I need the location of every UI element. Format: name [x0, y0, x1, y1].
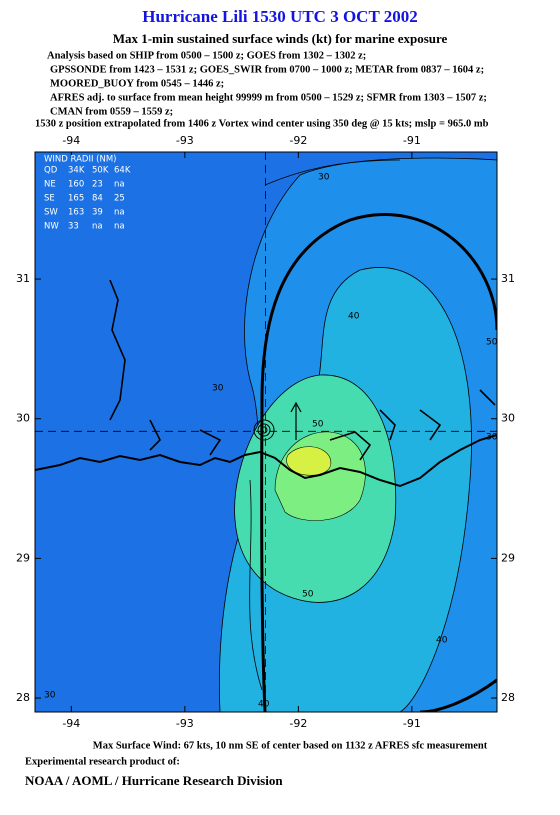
contour-label: 50	[312, 420, 324, 430]
analysis-line: CMAN from 0559 – 1559 z;	[50, 106, 173, 117]
lon-tick-label: -94	[62, 134, 80, 147]
center-circle	[260, 426, 268, 434]
analysis-line: GPSSONDE from 1423 – 1531 z; GOES_SWIR f…	[50, 64, 484, 75]
coastline	[35, 434, 497, 488]
wind-radii-cell: NW	[44, 222, 59, 232]
wind-radii-cell: na	[114, 208, 125, 218]
lat-tick-label: 28	[16, 691, 30, 704]
contour-label: 50	[486, 338, 498, 348]
analysis-line: Analysis based on SHIP from 0500 – 1500 …	[47, 50, 366, 61]
contour-label: 30	[212, 384, 224, 394]
lon-tick-label: -91	[403, 717, 421, 730]
map-field	[35, 152, 497, 712]
lat-tick-label: 29	[501, 551, 515, 564]
contour-labels: 30 30 40 50 30 50 40 40 30 50	[44, 173, 498, 710]
wind-radii-cell: SW	[44, 208, 58, 218]
wind-radii-cell: 84	[92, 194, 103, 204]
contour-label: 30	[44, 691, 56, 701]
organization: NOAA / AOML / Hurricane Research Divisio…	[25, 773, 283, 788]
coastline	[109, 279, 496, 461]
center-circle	[253, 419, 275, 441]
wind-radii-cell: na	[114, 180, 125, 190]
contour-label: 30	[486, 433, 498, 443]
lat-tick-label: 30	[501, 412, 515, 425]
wind-radii-cell: 39	[92, 208, 103, 218]
wind-radii-header: 50K	[92, 166, 109, 176]
product-line: Experimental research product of:	[25, 756, 180, 767]
wind-radii-cell: 163	[68, 208, 84, 218]
wind-radii-cell: 23	[92, 180, 103, 190]
wind-radii-cell: 165	[68, 194, 84, 204]
wind-radii-cell: 160	[68, 180, 84, 190]
lon-tick-label: -93	[176, 717, 194, 730]
wind-radii-cell: NE	[44, 180, 56, 190]
lat-tick-label: 28	[501, 691, 515, 704]
title: Hurricane Lili 1530 UTC 3 OCT 2002	[142, 7, 417, 26]
lon-tick-label: -93	[176, 134, 194, 147]
lon-tick-label: -92	[289, 717, 307, 730]
wind-radii-title: WIND RADII (NM)	[44, 155, 116, 165]
wind-radii-header: 64K	[114, 166, 131, 176]
wind-radii-cell: 25	[114, 194, 125, 204]
map-frame	[34, 151, 498, 713]
lat-tick-label: 29	[16, 551, 30, 564]
center-circle	[257, 423, 271, 437]
lat-tick-label: 31	[501, 272, 515, 285]
wind-radii-header: QD	[44, 166, 58, 176]
contour-label: 40	[258, 700, 270, 710]
wind-radii-cell: SE	[44, 194, 55, 204]
subtitle: Max 1-min sustained surface winds (kt) f…	[113, 31, 448, 46]
contour-label: 40	[348, 312, 360, 322]
wind-radii-header: 34K	[68, 166, 85, 176]
contour-label: 30	[318, 173, 330, 183]
lon-tick-label: -92	[289, 134, 307, 147]
analysis-line: AFRES adj. to surface from mean height 9…	[50, 92, 487, 103]
max-wind: Max Surface Wind: 67 kts, 10 nm SE of ce…	[93, 740, 488, 751]
wind-radii-cell: na	[92, 222, 103, 232]
analysis-line: MOORED_BUOY from 0545 – 1446 z;	[50, 78, 224, 89]
motion-arrow	[290, 401, 302, 413]
contour-label: 40	[436, 636, 448, 646]
wind-radii-cell: 33	[68, 222, 79, 232]
contour-label: 50	[302, 590, 314, 600]
lon-tick-label: -91	[403, 134, 421, 147]
wind-radii-cell: na	[114, 222, 125, 232]
lat-tick-label: 31	[16, 272, 30, 285]
lon-tick-label: -94	[62, 717, 80, 730]
lat-tick-label: 30	[16, 412, 30, 425]
analysis-line: 1530 z position extrapolated from 1406 z…	[35, 118, 489, 129]
contour-line	[249, 159, 401, 691]
